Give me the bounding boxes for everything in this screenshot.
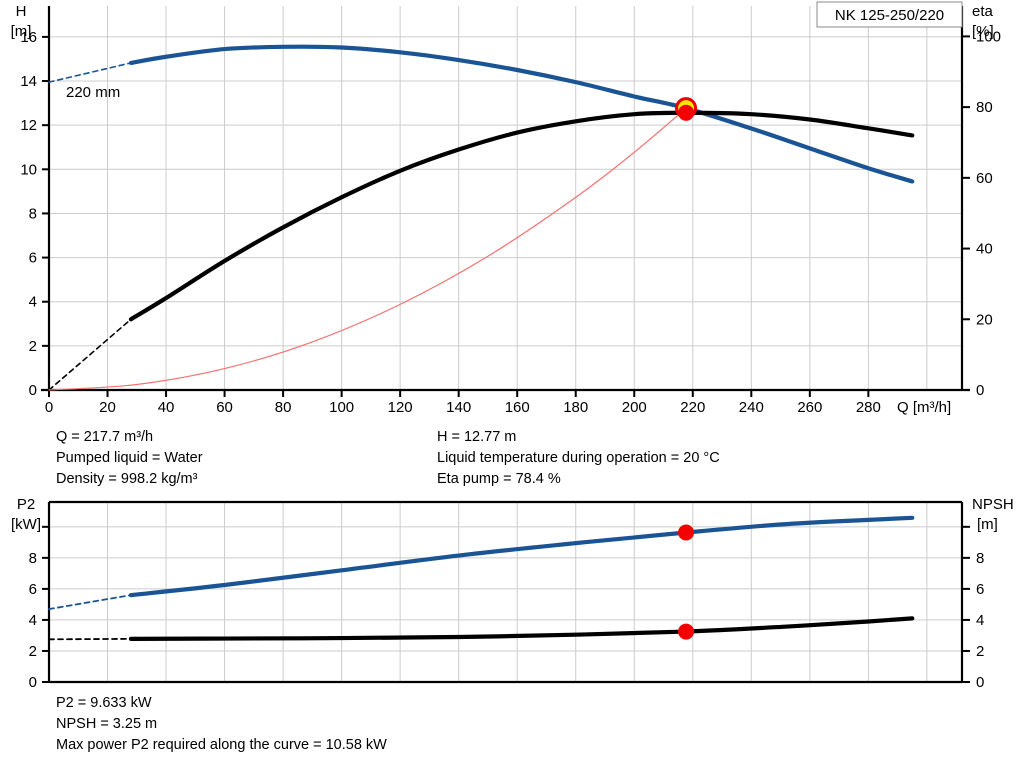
bottom-chart-axes — [47, 500, 964, 684]
impeller-diameter-label: 220 mm — [66, 84, 120, 101]
info-liquid-temperature: Liquid temperature during operation = 20… — [437, 450, 720, 466]
bottom-chart-labels: 0 2 4 6 8 0 2 4 6 8 — [29, 550, 985, 691]
tick-label-q: 40 — [158, 399, 175, 416]
tick-label-q: 20 — [99, 399, 116, 416]
info-pumped-liquid: Pumped liquid = Water — [56, 450, 203, 466]
tick-label-q: 180 — [563, 399, 588, 416]
tick-label-eta: 0 — [976, 382, 984, 399]
tick-label-p2: 2 — [29, 643, 37, 660]
info-flow: Q = 217.7 m³/h — [56, 429, 154, 445]
curve-path — [128, 515, 915, 598]
tick-label-h: 8 — [29, 205, 37, 222]
duty-info-left-column: Q = 217.7 m³/h Pumped liquid = Water Den… — [56, 427, 203, 490]
curve-path — [48, 62, 132, 83]
info-max-power: Max power P2 required along the curve = … — [56, 737, 387, 753]
curve-path — [48, 107, 687, 391]
pump-model-title-box: NK 125-250/220 — [816, 1, 963, 28]
tick-label-npsh: 0 — [976, 674, 984, 691]
curve-path — [128, 44, 915, 184]
tick-label-h: 4 — [29, 294, 37, 311]
tick-label-q: 0 — [45, 399, 53, 416]
tick-label-h: 12 — [20, 117, 37, 134]
tick-label-q: 240 — [739, 399, 764, 416]
tick-label-q: 220 — [680, 399, 705, 416]
tick-label-q: 260 — [797, 399, 822, 416]
tick-label-q: 120 — [388, 399, 413, 416]
power-npsh-chart: 0 2 4 6 8 0 2 4 6 8 P2 [kW] NPSH [m] — [11, 496, 1014, 691]
tick-label-h: 0 — [29, 382, 37, 399]
bottom-y-left-axis-title-line1: P2 — [17, 496, 35, 513]
top-chart-tick-marks — [42, 35, 970, 397]
curve-path — [128, 110, 915, 322]
top-y-right-axis-title-line1: eta — [972, 3, 994, 20]
tick-label-eta: 60 — [976, 170, 993, 187]
top-y-right-axis-title-line2: [%] — [972, 23, 994, 40]
tick-label-npsh: 8 — [976, 550, 984, 567]
tick-label-npsh: 4 — [976, 612, 984, 629]
tick-label-q: 80 — [275, 399, 292, 416]
tick-label-p2: 8 — [29, 550, 37, 567]
tick-label-q: 100 — [329, 399, 354, 416]
duty-point-efficiency[interactable] — [678, 104, 695, 121]
duty-point-power[interactable] — [678, 524, 695, 541]
tick-label-p2: 6 — [29, 581, 37, 598]
tick-label-h: 14 — [20, 73, 37, 90]
tick-label-eta: 80 — [976, 99, 993, 116]
power-info-block: P2 = 9.633 kW NPSH = 3.25 m Max power P2… — [56, 693, 387, 756]
bottom-chart-curves — [48, 515, 915, 641]
tick-label-h: 16 — [20, 29, 37, 46]
info-density: Density = 998.2 kg/m³ — [56, 471, 198, 487]
bottom-chart-tick-marks — [42, 525, 970, 683]
curve-path — [128, 616, 915, 641]
tick-label-h: 2 — [29, 338, 37, 355]
info-eta-pump: Eta pump = 78.4 % — [437, 471, 561, 487]
top-chart-gridlines — [48, 6, 962, 391]
top-chart-duty-points[interactable] — [675, 97, 698, 121]
tick-label-q: 60 — [216, 399, 233, 416]
info-head: H = 12.77 m — [437, 429, 517, 445]
tick-label-q: 140 — [446, 399, 471, 416]
tick-label-p2: 4 — [29, 612, 37, 629]
bottom-chart-duty-points[interactable] — [678, 524, 695, 640]
tick-label-q: 200 — [622, 399, 647, 416]
tick-label-eta: 100 — [976, 28, 1001, 45]
tick-label-npsh: 6 — [976, 581, 984, 598]
tick-label-eta: 40 — [976, 241, 993, 258]
tick-label-eta: 20 — [976, 311, 993, 328]
bottom-y-right-axis-title-line2: [m] — [977, 516, 998, 533]
tick-label-npsh: 2 — [976, 643, 984, 660]
top-chart-curves — [48, 44, 915, 391]
curve-path — [48, 594, 132, 610]
top-x-axis-title: Q [m³/h] — [897, 399, 951, 416]
bottom-y-left-axis-title-line2: [kW] — [11, 516, 41, 533]
tick-label-h: 10 — [20, 161, 37, 178]
tick-label-q: 280 — [856, 399, 881, 416]
curve-path — [48, 318, 132, 391]
top-y-left-axis-title-line1: H — [16, 3, 27, 20]
info-npsh: NPSH = 3.25 m — [56, 716, 158, 732]
info-power-p2: P2 = 9.633 kW — [56, 695, 152, 711]
bottom-y-right-axis-title-line1: NPSH — [972, 496, 1014, 513]
pump-model-label: NK 125-250/220 — [835, 7, 944, 24]
duty-point-npsh[interactable] — [678, 623, 695, 640]
tick-label-q: 160 — [505, 399, 530, 416]
top-chart-axes — [41, 6, 970, 392]
bottom-chart-gridlines — [48, 502, 962, 683]
tick-label-h: 6 — [29, 250, 37, 267]
top-y-left-axis-title-line2: [m] — [11, 23, 32, 40]
tick-label-p2: 0 — [29, 674, 37, 691]
duty-info-right-column: H = 12.77 m Liquid temperature during op… — [437, 427, 720, 490]
